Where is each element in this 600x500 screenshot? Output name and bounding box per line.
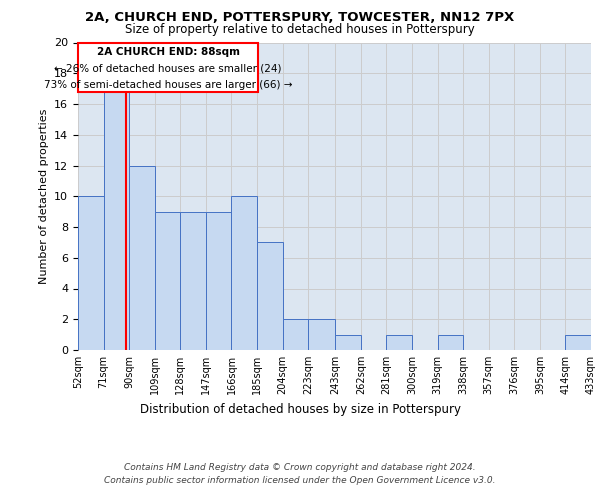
Text: Size of property relative to detached houses in Potterspury: Size of property relative to detached ho… — [125, 22, 475, 36]
Text: 2A, CHURCH END, POTTERSPURY, TOWCESTER, NN12 7PX: 2A, CHURCH END, POTTERSPURY, TOWCESTER, … — [85, 11, 515, 24]
Bar — [155, 212, 181, 350]
Bar — [283, 320, 308, 350]
Text: ← 26% of detached houses are smaller (24): ← 26% of detached houses are smaller (24… — [55, 64, 282, 74]
Text: 73% of semi-detached houses are larger (66) →: 73% of semi-detached houses are larger (… — [44, 80, 292, 90]
Text: Distribution of detached houses by size in Potterspury: Distribution of detached houses by size … — [139, 402, 461, 415]
Bar — [78, 42, 259, 92]
Bar — [386, 334, 412, 350]
Bar — [437, 334, 463, 350]
Bar — [335, 334, 361, 350]
Bar — [232, 196, 257, 350]
Bar — [129, 166, 155, 350]
Bar — [308, 320, 335, 350]
Bar — [565, 334, 591, 350]
Bar — [206, 212, 232, 350]
Text: 2A CHURCH END: 88sqm: 2A CHURCH END: 88sqm — [97, 47, 240, 57]
Text: Contains HM Land Registry data © Crown copyright and database right 2024.: Contains HM Land Registry data © Crown c… — [124, 462, 476, 471]
Bar — [104, 73, 129, 350]
Bar — [181, 212, 206, 350]
Text: Contains public sector information licensed under the Open Government Licence v3: Contains public sector information licen… — [104, 476, 496, 485]
Bar — [78, 196, 104, 350]
Y-axis label: Number of detached properties: Number of detached properties — [38, 108, 49, 284]
Bar — [257, 242, 283, 350]
